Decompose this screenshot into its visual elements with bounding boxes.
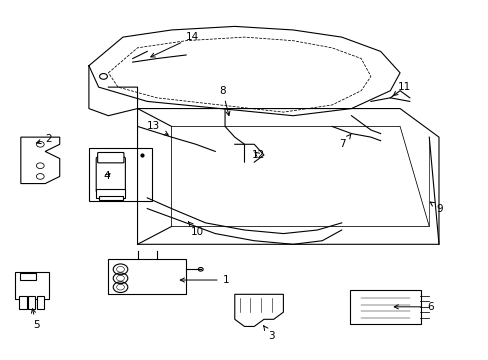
Text: 9: 9 bbox=[429, 202, 442, 213]
Text: 8: 8 bbox=[219, 86, 229, 116]
Text: 5: 5 bbox=[31, 309, 40, 330]
FancyBboxPatch shape bbox=[28, 296, 35, 309]
FancyBboxPatch shape bbox=[350, 290, 420, 324]
Text: 10: 10 bbox=[188, 222, 203, 237]
Text: 11: 11 bbox=[392, 82, 410, 96]
Text: 2: 2 bbox=[37, 134, 52, 144]
FancyBboxPatch shape bbox=[20, 273, 36, 280]
FancyBboxPatch shape bbox=[98, 153, 123, 163]
Text: 3: 3 bbox=[263, 326, 274, 341]
FancyBboxPatch shape bbox=[108, 258, 186, 294]
FancyBboxPatch shape bbox=[96, 189, 125, 198]
Text: 12: 12 bbox=[251, 150, 264, 160]
Text: 4: 4 bbox=[103, 171, 110, 181]
FancyBboxPatch shape bbox=[89, 148, 152, 202]
FancyBboxPatch shape bbox=[96, 157, 125, 193]
FancyBboxPatch shape bbox=[99, 196, 122, 200]
Text: 1: 1 bbox=[180, 275, 229, 285]
Text: 7: 7 bbox=[339, 134, 350, 149]
Text: 14: 14 bbox=[150, 32, 199, 57]
FancyBboxPatch shape bbox=[37, 296, 44, 309]
Text: 6: 6 bbox=[393, 302, 432, 312]
FancyBboxPatch shape bbox=[20, 296, 27, 309]
Text: 13: 13 bbox=[147, 121, 168, 135]
FancyBboxPatch shape bbox=[15, 272, 48, 298]
